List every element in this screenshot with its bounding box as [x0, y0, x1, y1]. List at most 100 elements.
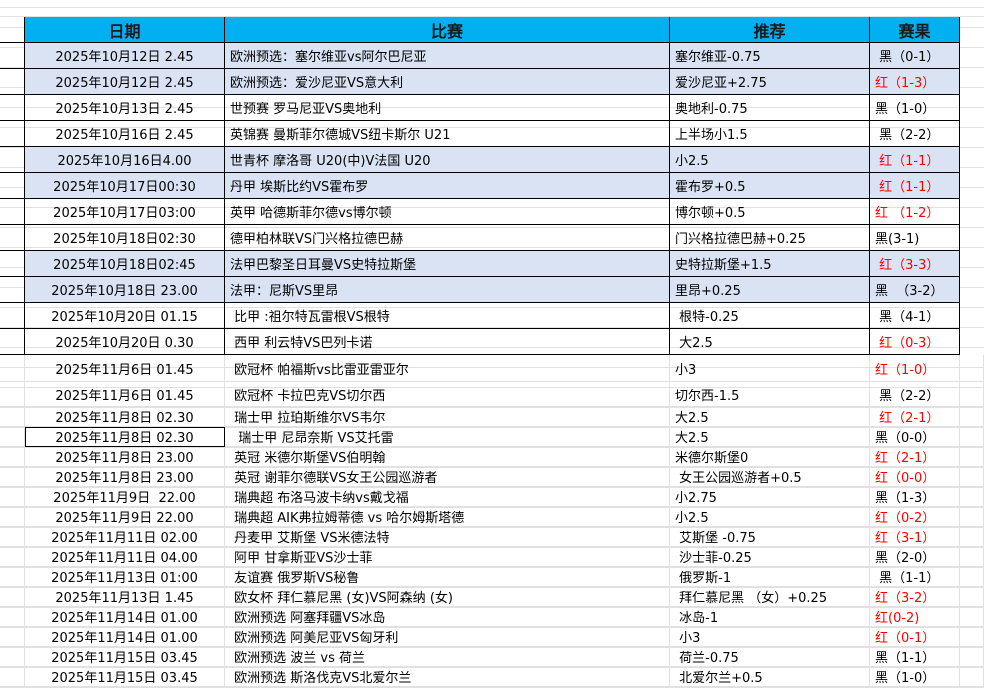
recommend-cell[interactable]: 爱沙尼亚+2.75 [670, 69, 870, 95]
date-cell[interactable]: 2025年11月14日 01.00 [25, 607, 225, 627]
match-cell[interactable]: 德甲柏林联VS门兴格拉德巴赫 [225, 225, 670, 251]
result-cell[interactable]: 红（0-3） [870, 329, 960, 355]
date-cell[interactable]: 2025年11月11日 02.00 [25, 527, 225, 547]
recommend-cell[interactable]: 荷兰-0.75 [670, 647, 870, 667]
match-cell[interactable]: 世预赛 罗马尼亚VS奥地利 [225, 95, 670, 121]
recommend-cell[interactable]: 根特-0.25 [670, 303, 870, 329]
empty-cell[interactable] [960, 427, 984, 447]
empty-cell[interactable] [960, 607, 984, 627]
result-cell[interactable]: 红（0-1） [870, 627, 960, 647]
date-cell[interactable]: 2025年11月15日 03.45 [25, 667, 225, 687]
header-recommend[interactable]: 推荐 [670, 17, 870, 43]
result-cell[interactable]: 红（1-1） [870, 173, 960, 199]
result-cell[interactable]: 红（0-0） [870, 467, 960, 487]
recommend-cell[interactable]: 小3 [670, 627, 870, 647]
match-cell[interactable]: 欧女杯 拜仁慕尼黑 (女)VS阿森纳 (女) [225, 587, 670, 607]
empty-cell[interactable] [960, 407, 984, 427]
match-cell[interactable]: 西甲 利云特VS巴列卡诺 [225, 329, 670, 355]
match-cell[interactable]: 丹甲 埃斯比约VS霍布罗 [225, 173, 670, 199]
recommend-cell[interactable]: 小2.75 [670, 487, 870, 507]
date-cell[interactable]: 2025年11月13日 01:00 [25, 567, 225, 587]
recommend-cell[interactable]: 上半场小1.5 [670, 121, 870, 147]
recommend-cell[interactable]: 大2.5 [670, 329, 870, 355]
result-cell[interactable]: 红（0-2） [870, 507, 960, 527]
match-cell[interactable]: 英甲 哈德斯菲尔德vs博尔顿 [225, 199, 670, 225]
result-cell[interactable]: 黑 （3-2） [870, 277, 960, 303]
date-cell[interactable]: 2025年10月18日 23.00 [25, 277, 225, 303]
result-cell[interactable]: 红（1-3） [870, 69, 960, 95]
result-cell[interactable]: 黑（1-0） [870, 95, 960, 121]
match-cell[interactable]: 法甲：尼斯VS里昂 [225, 277, 670, 303]
result-cell[interactable]: 红（3-2） [870, 587, 960, 607]
recommend-cell[interactable]: 沙士菲-0.25 [670, 547, 870, 567]
date-cell[interactable]: 2025年10月17日03:00 [25, 199, 225, 225]
date-cell[interactable]: 2025年10月12日 2.45 [25, 69, 225, 95]
date-cell[interactable]: 2025年11月6日 01.45 [25, 355, 225, 382]
recommend-cell[interactable]: 北爱尔兰+0.5 [670, 667, 870, 687]
date-cell[interactable]: 2025年11月9日 22.00 [25, 507, 225, 527]
empty-cell[interactable] [960, 567, 984, 587]
result-cell[interactable]: 黑(3-1) [870, 225, 960, 251]
empty-cell[interactable] [960, 527, 984, 547]
date-cell[interactable]: 2025年11月8日 02.30 [25, 427, 225, 447]
match-cell[interactable]: 丹麦甲 艾斯堡 VS米德法特 [225, 527, 670, 547]
recommend-cell[interactable]: 大2.5 [670, 407, 870, 427]
date-cell[interactable]: 2025年10月18日02:45 [25, 251, 225, 277]
empty-cell[interactable] [960, 667, 984, 687]
empty-cell[interactable] [960, 647, 984, 667]
recommend-cell[interactable]: 小2.5 [670, 147, 870, 173]
result-cell[interactable]: 红(0-2) [870, 607, 960, 627]
date-cell[interactable]: 2025年10月18日02:30 [25, 225, 225, 251]
recommend-cell[interactable]: 小2.5 [670, 507, 870, 527]
date-cell[interactable]: 2025年11月11日 04.00 [25, 547, 225, 567]
result-cell[interactable]: 黑（4-1） [870, 303, 960, 329]
empty-cell[interactable] [960, 627, 984, 647]
empty-cell[interactable] [960, 355, 984, 382]
date-cell[interactable]: 2025年10月16日 2.45 [25, 121, 225, 147]
match-cell[interactable]: 比甲 :祖尔特瓦雷根VS根特 [225, 303, 670, 329]
result-cell[interactable]: 红（3-3） [870, 251, 960, 277]
recommend-cell[interactable]: 博尔顿+0.5 [670, 199, 870, 225]
date-cell[interactable]: 2025年11月6日 01.45 [25, 382, 225, 407]
result-cell[interactable]: 红（3-1） [870, 527, 960, 547]
result-cell[interactable]: 黑（2-2） [870, 121, 960, 147]
match-cell[interactable]: 欧冠杯 帕福斯vs比雷亚雷亚尔 [225, 355, 670, 382]
date-cell[interactable]: 2025年10月20日 01.15 [25, 303, 225, 329]
header-date[interactable]: 日期 [25, 17, 225, 43]
recommend-cell[interactable]: 霍布罗+0.5 [670, 173, 870, 199]
empty-cell[interactable] [960, 467, 984, 487]
recommend-cell[interactable]: 米德尔斯堡0 [670, 447, 870, 467]
recommend-cell[interactable]: 奥地利-0.75 [670, 95, 870, 121]
empty-cell[interactable] [960, 382, 984, 407]
recommend-cell[interactable]: 史特拉斯堡+1.5 [670, 251, 870, 277]
result-cell[interactable]: 红（1-1） [870, 147, 960, 173]
result-cell[interactable]: 黑（1-0） [870, 667, 960, 687]
result-cell[interactable]: 黑（1-1） [870, 567, 960, 587]
match-cell[interactable]: 友谊赛 俄罗斯VS秘鲁 [225, 567, 670, 587]
empty-cell[interactable] [960, 507, 984, 527]
date-cell[interactable]: 2025年10月12日 2.45 [25, 43, 225, 69]
date-cell[interactable]: 2025年10月16日4.00 [25, 147, 225, 173]
match-cell[interactable]: 法甲巴黎圣日耳曼VS史特拉斯堡 [225, 251, 670, 277]
empty-cell[interactable] [960, 487, 984, 507]
result-cell[interactable]: 红 （1-2） [870, 199, 960, 225]
result-cell[interactable]: 红（1-0） [870, 355, 960, 382]
match-cell[interactable]: 阿甲 甘拿斯亚VS沙士菲 [225, 547, 670, 567]
recommend-cell[interactable]: 冰岛-1 [670, 607, 870, 627]
match-cell[interactable]: 瑞典超 布洛马波卡纳vs戴戈福 [225, 487, 670, 507]
date-cell[interactable]: 2025年11月13日 1.45 [25, 587, 225, 607]
empty-cell[interactable] [960, 587, 984, 607]
empty-cell[interactable] [960, 447, 984, 467]
date-cell[interactable]: 2025年11月8日 23.00 [25, 447, 225, 467]
match-cell[interactable]: 英锦赛 曼斯菲尔德城VS纽卡斯尔 U21 [225, 121, 670, 147]
result-cell[interactable]: 黑（2-0） [870, 547, 960, 567]
recommend-cell[interactable]: 女王公园巡游者+0.5 [670, 467, 870, 487]
recommend-cell[interactable]: 小3 [670, 355, 870, 382]
date-cell[interactable]: 2025年11月8日 23.00 [25, 467, 225, 487]
match-cell[interactable]: 欧洲预选：塞尔维亚vs阿尔巴尼亚 [225, 43, 670, 69]
date-cell[interactable]: 2025年10月20日 0.30 [25, 329, 225, 355]
header-result[interactable]: 赛果 [870, 17, 960, 43]
match-cell[interactable]: 瑞士甲 拉珀斯维尔VS韦尔 [225, 407, 670, 427]
match-cell[interactable]: 欧洲预选 斯洛伐克VS北爱尔兰 [225, 667, 670, 687]
recommend-cell[interactable]: 拜仁慕尼黑 （女）+0.25 [670, 587, 870, 607]
